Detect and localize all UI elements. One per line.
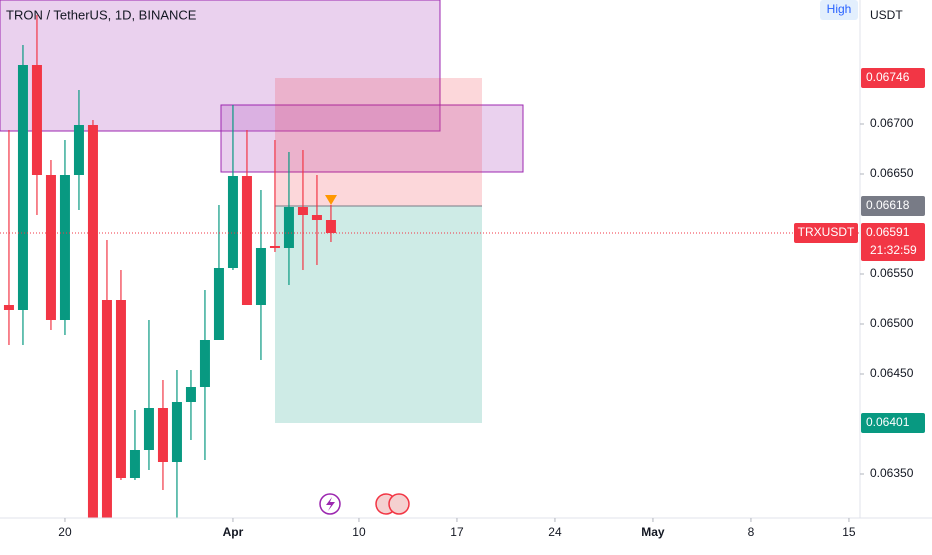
stop-price-label-bg [861, 68, 925, 88]
y-tick-label: 0.06500 [870, 316, 914, 330]
x-tick-label: May [641, 525, 665, 539]
y-tick-label: 0.06350 [870, 466, 914, 480]
scale-button-label[interactable]: High [827, 2, 852, 16]
candle-body [157, 408, 168, 462]
countdown: 21:32:59 [870, 243, 917, 257]
event-icon[interactable] [388, 493, 410, 515]
y-tick-label: 0.06700 [870, 116, 914, 130]
x-tick-label: 17 [450, 525, 464, 539]
candle-body [227, 176, 238, 268]
stop-zone [275, 78, 482, 206]
candle-body [129, 450, 140, 478]
y-tick-label: 0.06450 [870, 366, 914, 380]
symbol-label: TRXUSDT [798, 225, 855, 239]
signal-marker [325, 195, 337, 205]
last-price-label: 0.06591 [866, 225, 910, 239]
chart-title: TRON / TetherUS, 1D, BINANCE [6, 7, 197, 22]
candle-body [87, 125, 98, 518]
x-tick-label: 20 [58, 525, 72, 539]
candle-body [17, 65, 28, 310]
candle-body [255, 248, 266, 305]
candle-body [283, 207, 294, 248]
candle-body [213, 268, 224, 340]
event-icon-glyph [326, 497, 335, 511]
candle-body [59, 175, 70, 320]
x-tick-label: 8 [748, 525, 755, 539]
x-tick-label: 15 [842, 525, 856, 539]
symbol-bg [794, 223, 858, 243]
candle-body [3, 305, 14, 310]
zone [220, 104, 524, 173]
candle-body [311, 215, 322, 220]
x-tick-label: Apr [223, 525, 244, 539]
candle-body [73, 125, 84, 175]
y-tick-label: 0.06550 [870, 266, 914, 280]
candle-body [101, 300, 112, 518]
entry-price-label: 0.06618 [866, 198, 910, 212]
candle-body [31, 65, 42, 175]
candle-body [241, 176, 252, 305]
target-price-label: 0.06401 [866, 415, 910, 429]
plot-area [0, 0, 524, 518]
entry-price-label-bg [861, 196, 925, 216]
zone [0, 0, 441, 132]
candle-body [115, 300, 126, 478]
last-price-bg [861, 223, 925, 261]
candle-body [171, 402, 182, 462]
stop-price-label: 0.06746 [866, 70, 910, 84]
candle-body [45, 175, 56, 320]
candle-body [269, 246, 280, 248]
x-tick-label: 10 [352, 525, 366, 539]
candle-body [143, 408, 154, 450]
candle-body [297, 207, 308, 215]
candle-body [199, 340, 210, 387]
target-zone [275, 206, 482, 423]
x-tick-label: 24 [548, 525, 562, 539]
scale-button[interactable] [820, 0, 858, 20]
y-tick-label: 0.06650 [870, 166, 914, 180]
candle-body [185, 387, 196, 402]
target-price-label-bg [861, 413, 925, 433]
currency-label: USDT [870, 8, 903, 22]
candle-body [325, 220, 336, 233]
